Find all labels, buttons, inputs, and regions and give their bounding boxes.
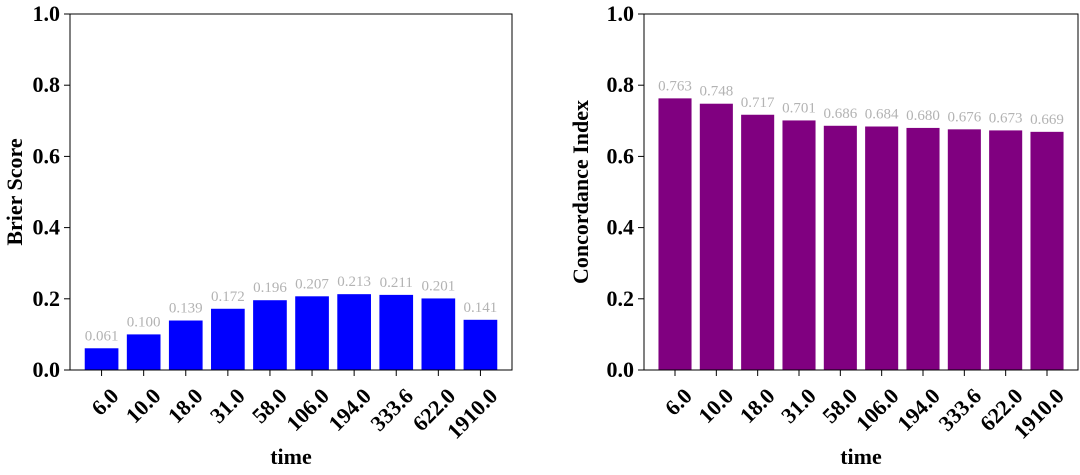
bar-value-label: 0.172 xyxy=(211,289,245,305)
x-tick-label: 106.0 xyxy=(851,383,904,436)
bar xyxy=(906,127,940,370)
y-tick-label: 0.0 xyxy=(33,357,61,382)
bar-value-label: 0.207 xyxy=(295,276,329,292)
bar-value-label: 0.676 xyxy=(947,109,981,125)
bar xyxy=(947,129,981,370)
bar-value-label: 0.100 xyxy=(127,314,161,330)
x-tick-label: 10.0 xyxy=(121,383,166,428)
bar xyxy=(699,103,733,371)
bar xyxy=(253,300,287,370)
y-tick-label: 0.8 xyxy=(607,72,635,97)
x-tick-label: 31.0 xyxy=(205,383,250,428)
bar-value-label: 0.717 xyxy=(741,95,775,111)
y-tick-label: 1.0 xyxy=(607,1,635,26)
bar-value-label: 0.684 xyxy=(865,107,899,123)
bar xyxy=(295,296,329,370)
y-tick-label: 1.0 xyxy=(33,1,61,26)
x-tick-label: 31.0 xyxy=(776,383,821,428)
bar xyxy=(1030,131,1064,370)
y-tick-label: 0.4 xyxy=(607,215,635,240)
bar-value-label: 0.673 xyxy=(989,110,1023,126)
bar xyxy=(658,98,692,371)
x-tick-label: 10.0 xyxy=(693,383,738,428)
bar-value-label: 0.139 xyxy=(169,301,203,317)
y-tick-label: 0.2 xyxy=(607,286,635,311)
x-tick-label: 106.0 xyxy=(281,383,334,436)
x-tick-label: 18.0 xyxy=(163,383,208,428)
bar xyxy=(379,294,414,370)
y-tick-label: 0.2 xyxy=(33,286,61,311)
y-tick-label: 0.6 xyxy=(607,143,635,168)
bar-value-label: 0.748 xyxy=(699,84,733,100)
x-axis-title: time xyxy=(270,444,312,469)
chart-panel-1: 0.061 0.100 0.139 0.172 0.196 0.207 0.213 0.211… xyxy=(2,1,513,469)
chart-panel-2: 0.763 0.748 0.717 0.701 0.686 0.684 0.680 0.676… xyxy=(568,1,1079,469)
y-tick-label: 0.6 xyxy=(33,143,61,168)
x-tick-label: 6.0 xyxy=(86,383,123,420)
bar xyxy=(463,319,498,370)
bar xyxy=(989,130,1023,370)
plot-frame xyxy=(643,13,1079,371)
bar-value-label: 0.141 xyxy=(464,300,498,316)
bar-value-label: 0.213 xyxy=(337,274,371,290)
x-tick-label: 6.0 xyxy=(660,383,697,420)
bar xyxy=(421,298,456,370)
bar-value-label: 0.686 xyxy=(823,106,857,122)
x-tick-label: 194.0 xyxy=(323,383,376,436)
bar xyxy=(126,334,161,370)
x-tick-label: 18.0 xyxy=(735,383,780,428)
bar xyxy=(782,120,816,370)
y-tick-label: 0.8 xyxy=(33,72,61,97)
y-tick-label: 0.0 xyxy=(607,357,635,382)
bar-value-label: 0.669 xyxy=(1030,112,1064,128)
y-axis-title: Brier Score xyxy=(2,138,27,246)
bar-value-label: 0.211 xyxy=(380,275,413,291)
bar-value-label: 0.201 xyxy=(421,278,455,294)
plot-frame xyxy=(69,13,513,371)
bar xyxy=(337,294,371,370)
bar xyxy=(211,308,245,370)
bar-value-label: 0.763 xyxy=(658,78,692,94)
y-axis-title: Concordance Index xyxy=(568,100,593,284)
x-axis-title: time xyxy=(840,444,882,469)
bar xyxy=(823,125,857,370)
x-tick-label: 194.0 xyxy=(892,383,945,436)
bar-value-label: 0.061 xyxy=(85,328,119,344)
x-tick-label: 333.6 xyxy=(934,383,987,436)
y-tick-label: 0.4 xyxy=(33,215,61,240)
bar xyxy=(741,114,775,370)
bar xyxy=(84,348,119,370)
bar-value-label: 0.701 xyxy=(782,100,816,116)
x-tick-label: 333.6 xyxy=(365,383,418,436)
bar-value-label: 0.196 xyxy=(253,280,287,296)
bar-value-label: 0.680 xyxy=(906,108,940,124)
bar xyxy=(168,320,203,370)
bar xyxy=(865,126,899,370)
